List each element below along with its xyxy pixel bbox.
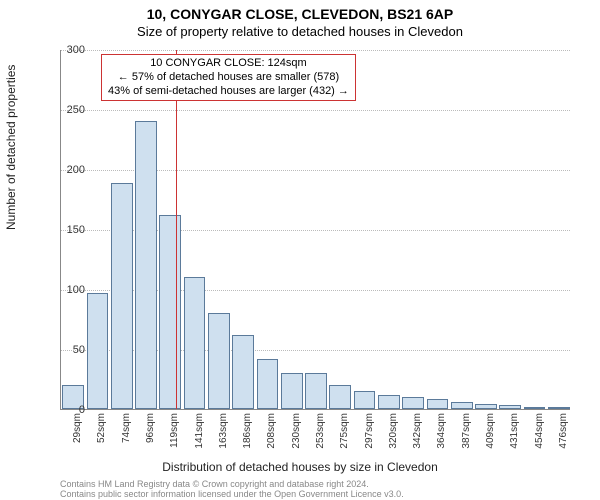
- x-tick-label: 186sqm: [242, 413, 253, 463]
- footer: Contains HM Land Registry data © Crown c…: [60, 480, 404, 500]
- chart-container: 10, CONYGAR CLOSE, CLEVEDON, BS21 6AP Si…: [0, 0, 600, 500]
- grid-line: [61, 110, 570, 111]
- histogram-bar: [184, 277, 206, 409]
- histogram-bar: [208, 313, 230, 409]
- x-tick-label: 454sqm: [534, 413, 545, 463]
- x-tick-label: 208sqm: [266, 413, 277, 463]
- x-tick-label: 141sqm: [194, 413, 205, 463]
- x-tick-label: 476sqm: [558, 413, 569, 463]
- x-tick-label: 119sqm: [169, 413, 180, 463]
- y-tick-label: 200: [45, 164, 85, 176]
- x-tick-label: 320sqm: [388, 413, 399, 463]
- plot-area: 10 CONYGAR CLOSE: 124sqm ← 57% of detach…: [60, 50, 570, 410]
- x-tick-label: 29sqm: [72, 413, 83, 463]
- histogram-bar: [499, 405, 521, 409]
- x-tick-label: 74sqm: [121, 413, 132, 463]
- histogram-bar: [402, 397, 424, 409]
- histogram-bar: [111, 183, 133, 409]
- histogram-bar: [329, 385, 351, 409]
- histogram-bar: [427, 399, 449, 409]
- info-box-line1: 10 CONYGAR CLOSE: 124sqm: [108, 57, 349, 71]
- histogram-bar: [159, 215, 181, 409]
- x-tick-label: 387sqm: [461, 413, 472, 463]
- histogram-bar: [451, 402, 473, 409]
- footer-line2: Contains public sector information licen…: [60, 490, 404, 500]
- y-axis-label: Number of detached properties: [4, 65, 18, 230]
- x-tick-label: 96sqm: [145, 413, 156, 463]
- histogram-bar: [135, 121, 157, 409]
- info-box-line2: ← 57% of detached houses are smaller (57…: [108, 71, 349, 85]
- marker-line: [176, 50, 177, 409]
- histogram-bar: [232, 335, 254, 409]
- y-tick-label: 150: [45, 224, 85, 236]
- histogram-bar: [548, 407, 570, 409]
- y-tick-label: 50: [45, 344, 85, 356]
- x-tick-label: 163sqm: [218, 413, 229, 463]
- histogram-bar: [281, 373, 303, 409]
- y-tick-label: 300: [45, 44, 85, 56]
- x-tick-label: 275sqm: [339, 413, 350, 463]
- histogram-bar: [475, 404, 497, 409]
- histogram-bar: [524, 407, 546, 409]
- x-tick-label: 253sqm: [315, 413, 326, 463]
- x-tick-label: 409sqm: [485, 413, 496, 463]
- histogram-bar: [305, 373, 327, 409]
- histogram-bar: [87, 293, 109, 409]
- x-tick-label: 52sqm: [96, 413, 107, 463]
- y-tick-label: 100: [45, 284, 85, 296]
- x-tick-label: 364sqm: [436, 413, 447, 463]
- grid-line: [61, 50, 570, 51]
- info-box: 10 CONYGAR CLOSE: 124sqm ← 57% of detach…: [101, 54, 356, 101]
- histogram-bar: [257, 359, 279, 409]
- x-tick-label: 431sqm: [509, 413, 520, 463]
- x-tick-label: 230sqm: [291, 413, 302, 463]
- histogram-bar: [378, 395, 400, 409]
- x-tick-label: 342sqm: [412, 413, 423, 463]
- histogram-bar: [354, 391, 376, 409]
- info-box-line3: 43% of semi-detached houses are larger (…: [108, 85, 349, 99]
- x-tick-label: 297sqm: [364, 413, 375, 463]
- chart-title-line1: 10, CONYGAR CLOSE, CLEVEDON, BS21 6AP: [0, 6, 600, 22]
- chart-title-line2: Size of property relative to detached ho…: [0, 24, 600, 39]
- y-tick-label: 250: [45, 104, 85, 116]
